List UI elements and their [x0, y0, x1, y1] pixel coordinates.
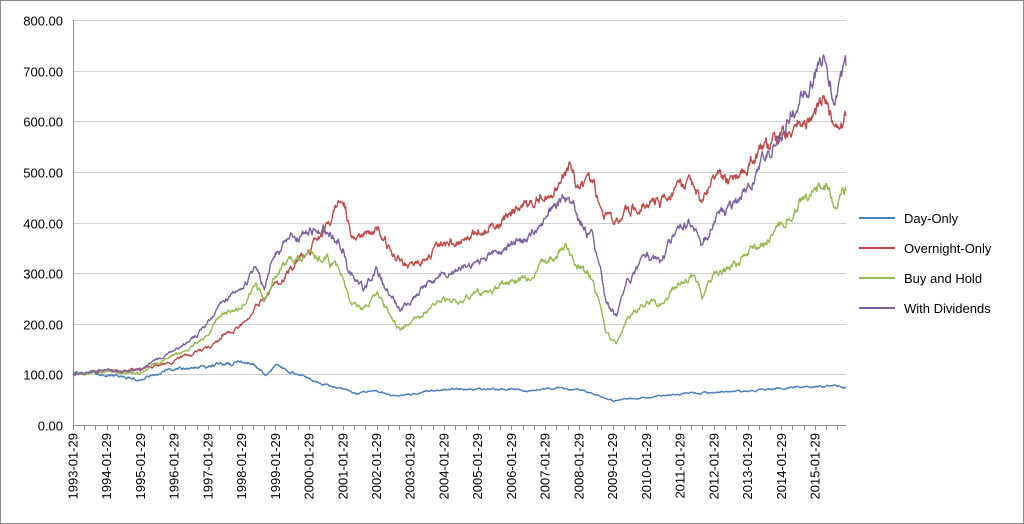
x-tick-label: 2010-01-29	[639, 433, 654, 500]
y-tick-label: 800.00	[23, 14, 63, 29]
x-tick-label: 1993-01-29	[66, 433, 81, 500]
series-line-buy-and-hold	[72, 182, 847, 377]
y-tick-label: 200.00	[23, 318, 63, 333]
gridlines	[73, 20, 846, 375]
x-tick-label: 1997-01-29	[200, 433, 215, 500]
x-tick-label: 2005-01-29	[470, 433, 485, 500]
x-tick-label: 2013-01-29	[740, 433, 755, 500]
x-tick-label: 1999-01-29	[268, 433, 283, 500]
legend-label-with-dividends: With Dividends	[904, 301, 991, 316]
legend-label-overnight-only: Overnight-Only	[904, 241, 992, 256]
x-axis: 1993-01-29 1994-01-29 1995-01-29 1996-01-29…	[66, 425, 846, 500]
x-tick-label: 2004-01-29	[436, 433, 451, 500]
x-tick-label: 2008-01-29	[571, 433, 586, 500]
series-lines	[72, 54, 847, 403]
x-tick-label: 2003-01-29	[403, 433, 418, 500]
x-tick-label: 2011-01-29	[673, 433, 688, 499]
series-line-day-only	[72, 360, 847, 403]
legend-label-day-only: Day-Only	[904, 211, 959, 226]
y-tick-label: 700.00	[23, 65, 63, 80]
x-tick-label: 2009-01-29	[605, 433, 620, 500]
x-tick-label: 2002-01-29	[369, 433, 384, 500]
x-tick-label: 1995-01-29	[133, 433, 148, 500]
x-tick-label: 2001-01-29	[335, 433, 350, 500]
x-tick-label: 2006-01-29	[504, 433, 519, 500]
legend-label-buy-and-hold: Buy and Hold	[904, 271, 982, 286]
x-tick-label: 1996-01-29	[167, 433, 182, 500]
series-line-overnight-only	[72, 95, 847, 377]
x-tick-label: 2014-01-29	[774, 433, 789, 500]
y-tick-label: 600.00	[23, 115, 63, 130]
x-tick-label: 2007-01-29	[538, 433, 553, 500]
y-tick-label: 500.00	[23, 166, 63, 181]
y-axis: 0.00 100.00 200.00 300.00 400.00 500.00 600.00…	[23, 14, 74, 434]
y-tick-label: 100.00	[23, 368, 63, 383]
y-tick-label: 400.00	[23, 217, 63, 232]
x-tick-label: 2012-01-29	[706, 433, 721, 500]
y-tick-label: 0.00	[38, 419, 63, 434]
x-tick-label: 2015-01-29	[808, 433, 823, 500]
x-tick-label: 1994-01-29	[99, 433, 114, 500]
series-line-with-dividends	[72, 54, 847, 376]
x-tick-label: 1998-01-29	[234, 433, 249, 500]
legend: Day-Only Overnight-Only Buy and Hold With D…	[859, 211, 992, 316]
y-tick-label: 300.00	[23, 267, 63, 282]
x-tick-label: 2000-01-29	[302, 433, 317, 500]
